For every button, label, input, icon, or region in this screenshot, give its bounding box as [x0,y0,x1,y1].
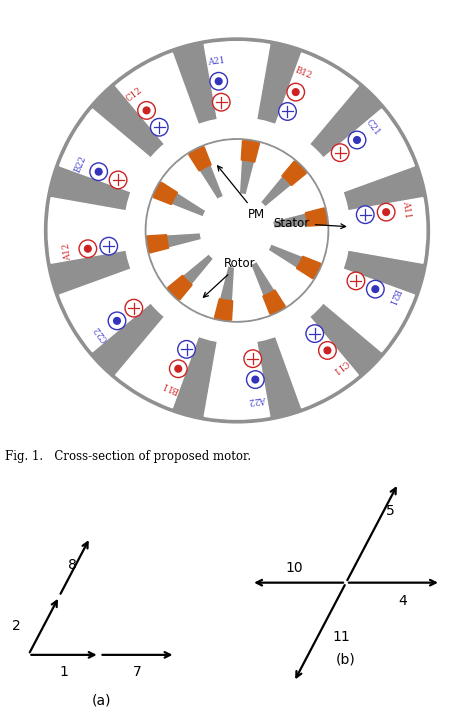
Wedge shape [116,53,199,144]
Wedge shape [60,269,151,352]
Wedge shape [275,317,358,408]
Text: B11: B11 [161,380,180,395]
Wedge shape [231,264,270,320]
Circle shape [146,139,328,322]
Text: Stator: Stator [273,217,346,230]
Wedge shape [263,290,285,314]
Wedge shape [189,147,211,171]
Circle shape [383,208,390,216]
Circle shape [292,89,299,96]
Circle shape [143,107,150,113]
Wedge shape [275,53,358,144]
Wedge shape [348,198,426,263]
Circle shape [108,312,126,330]
Wedge shape [271,225,327,263]
Circle shape [212,94,230,111]
Circle shape [100,238,118,255]
Wedge shape [241,141,259,162]
Wedge shape [323,269,414,352]
Text: B12: B12 [294,66,313,81]
Text: Fig. 1.   Cross-section of proposed motor.: Fig. 1. Cross-section of proposed motor. [5,450,251,463]
Circle shape [138,101,155,119]
Wedge shape [147,198,203,236]
Text: A12: A12 [62,242,73,260]
Circle shape [356,206,374,223]
Circle shape [279,103,296,121]
Wedge shape [116,317,199,408]
Circle shape [215,78,222,84]
Text: 7: 7 [133,665,142,679]
Text: 11: 11 [332,630,350,644]
Text: 2: 2 [12,618,21,632]
Circle shape [90,163,108,181]
Text: A22: A22 [249,394,267,405]
Circle shape [372,286,379,293]
Wedge shape [305,208,327,226]
Wedge shape [246,143,294,202]
Text: A21: A21 [207,56,226,67]
Circle shape [347,272,365,290]
Wedge shape [204,42,270,119]
Circle shape [178,340,195,358]
Circle shape [319,342,336,359]
Circle shape [150,118,168,136]
Text: C11: C11 [330,357,349,376]
Wedge shape [265,173,324,221]
Text: (a): (a) [92,693,112,707]
Wedge shape [282,161,306,186]
Circle shape [84,245,91,252]
Text: Rotor: Rotor [203,257,256,297]
Wedge shape [323,109,414,192]
Circle shape [170,360,187,378]
Wedge shape [161,155,217,211]
Circle shape [331,144,349,162]
Wedge shape [297,256,320,279]
Wedge shape [168,275,192,300]
Circle shape [287,83,304,101]
Circle shape [125,299,143,317]
Circle shape [45,38,429,423]
Wedge shape [48,198,126,263]
Circle shape [114,318,120,324]
Circle shape [366,280,384,298]
Wedge shape [60,109,151,192]
Text: 8: 8 [68,557,77,571]
Text: 5: 5 [386,504,394,518]
Wedge shape [204,140,243,196]
Wedge shape [257,250,313,306]
Circle shape [252,376,259,383]
Wedge shape [150,240,209,288]
Circle shape [324,347,331,354]
Text: A11: A11 [401,201,412,219]
Text: C21: C21 [364,118,382,138]
Circle shape [210,72,228,90]
Circle shape [306,325,324,342]
Text: C12: C12 [125,85,144,104]
Circle shape [124,118,350,343]
Text: 4: 4 [399,594,407,608]
Circle shape [348,131,366,149]
Text: 10: 10 [285,561,303,574]
Circle shape [354,137,360,143]
Circle shape [246,371,264,389]
Text: (b): (b) [336,652,356,666]
Text: PM: PM [218,166,265,220]
Text: C22: C22 [92,323,110,342]
Circle shape [377,203,395,221]
Text: B22: B22 [73,154,88,174]
Wedge shape [215,298,233,320]
Wedge shape [204,342,270,419]
Circle shape [201,194,273,267]
Circle shape [95,168,102,175]
Circle shape [79,240,97,257]
Wedge shape [147,235,169,253]
Wedge shape [180,259,228,318]
Circle shape [244,350,262,367]
Circle shape [109,171,127,189]
Text: 1: 1 [60,665,68,679]
Circle shape [175,365,182,372]
Text: B21: B21 [386,287,401,307]
Wedge shape [154,182,177,205]
